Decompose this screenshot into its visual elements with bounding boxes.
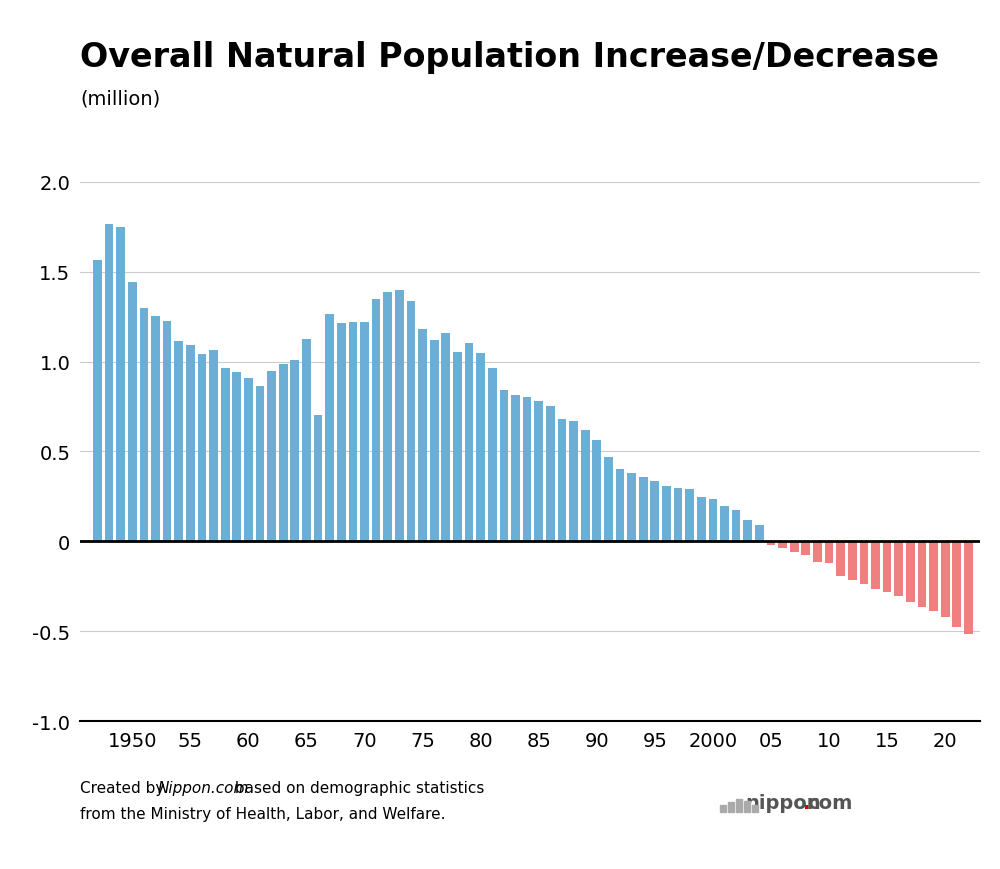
- Bar: [337, 323, 346, 541]
- Bar: [209, 351, 218, 541]
- Bar: [918, 541, 926, 607]
- Bar: [616, 469, 624, 541]
- Bar: [523, 398, 531, 541]
- Bar: [198, 355, 206, 541]
- Bar: [813, 541, 822, 562]
- Bar: [964, 541, 973, 634]
- Bar: [650, 481, 659, 541]
- Bar: [592, 441, 601, 541]
- Bar: [569, 421, 578, 541]
- Bar: [929, 541, 938, 612]
- Bar: [453, 353, 462, 541]
- Bar: [871, 541, 880, 590]
- Bar: [395, 291, 404, 541]
- Text: nippon: nippon: [745, 793, 821, 813]
- Bar: [186, 345, 195, 541]
- Bar: [639, 477, 648, 541]
- Bar: [801, 541, 810, 555]
- Bar: [151, 316, 160, 541]
- Bar: [767, 541, 775, 546]
- Text: Overall Natural Population Increase/Decrease: Overall Natural Population Increase/Decr…: [80, 41, 939, 74]
- Text: based on demographic statistics: based on demographic statistics: [230, 780, 484, 795]
- Bar: [558, 420, 566, 541]
- Bar: [232, 373, 241, 541]
- Bar: [546, 407, 555, 541]
- Bar: [894, 541, 903, 597]
- Bar: [685, 490, 694, 541]
- Text: .: .: [803, 793, 810, 813]
- Bar: [604, 458, 613, 541]
- Text: from the Ministry of Health, Labor, and Welfare.: from the Ministry of Health, Labor, and …: [80, 806, 446, 821]
- Bar: [267, 372, 276, 541]
- Bar: [952, 541, 961, 627]
- Bar: [93, 260, 102, 541]
- Bar: [163, 322, 171, 541]
- Bar: [720, 507, 729, 541]
- Bar: [511, 396, 520, 541]
- Text: Nippon.com: Nippon.com: [158, 780, 249, 795]
- Bar: [360, 322, 369, 541]
- Text: (million): (million): [80, 90, 160, 109]
- Bar: [279, 365, 288, 541]
- Bar: [755, 525, 764, 541]
- Bar: [778, 541, 787, 549]
- Bar: [534, 401, 543, 541]
- Bar: [430, 341, 439, 541]
- Text: com: com: [807, 793, 852, 813]
- Bar: [581, 431, 590, 541]
- Bar: [372, 300, 380, 541]
- Bar: [221, 368, 230, 541]
- Bar: [883, 541, 891, 593]
- Bar: [906, 541, 915, 602]
- Bar: [418, 330, 427, 541]
- Bar: [407, 302, 415, 541]
- Bar: [732, 511, 740, 541]
- Bar: [790, 541, 799, 553]
- Bar: [662, 487, 671, 541]
- Bar: [383, 292, 392, 541]
- Bar: [697, 497, 706, 541]
- Bar: [627, 474, 636, 541]
- Bar: [836, 541, 845, 577]
- Bar: [825, 541, 833, 564]
- Bar: [174, 342, 183, 541]
- Bar: [488, 368, 497, 541]
- Bar: [256, 387, 264, 541]
- Bar: [848, 541, 857, 580]
- Bar: [116, 228, 125, 541]
- Bar: [465, 343, 473, 541]
- Bar: [941, 541, 950, 617]
- Bar: [105, 225, 113, 541]
- Bar: [128, 282, 137, 541]
- Bar: [244, 379, 253, 541]
- Bar: [441, 334, 450, 541]
- Bar: [743, 521, 752, 541]
- Bar: [325, 315, 334, 541]
- Text: Created by: Created by: [80, 780, 169, 795]
- Bar: [709, 499, 717, 541]
- Bar: [860, 541, 868, 585]
- Bar: [302, 340, 311, 541]
- Bar: [290, 361, 299, 541]
- Bar: [476, 353, 485, 541]
- Bar: [314, 415, 322, 541]
- Bar: [674, 488, 682, 541]
- Bar: [500, 391, 508, 541]
- Bar: [140, 308, 148, 541]
- Bar: [349, 323, 357, 541]
